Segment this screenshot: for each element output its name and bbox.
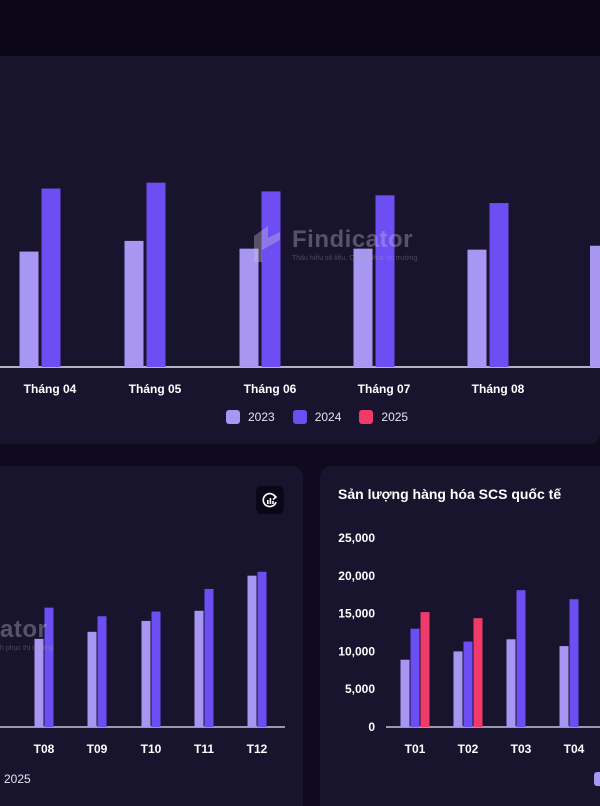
bar-partial-next-month xyxy=(590,245,600,367)
y-tick-label: 15,000 xyxy=(338,607,375,621)
x-tick-label: Tháng 04 xyxy=(24,382,77,396)
findicator-logo-icon xyxy=(254,226,280,262)
x-tick-label: T11 xyxy=(194,742,214,756)
bar-t09-2024 xyxy=(97,616,107,727)
bar-t02-2024 xyxy=(463,641,473,727)
bar-t02-2025 xyxy=(473,618,483,727)
legend-item-2023[interactable]: 2023 xyxy=(226,410,275,424)
legend-label-2024: 2024 xyxy=(314,410,342,424)
y-tick-label: 0 xyxy=(368,720,375,734)
bar-t01-2023 xyxy=(400,659,410,727)
bar-t11-2023 xyxy=(194,610,204,727)
x-tick-label: T12 xyxy=(247,742,268,756)
legend-swatch-2025 xyxy=(359,410,374,424)
legend-item-2025[interactable]: 2025 xyxy=(359,410,408,424)
bar-tháng-04-2024 xyxy=(41,188,61,367)
top-bar xyxy=(0,0,600,56)
x-tick-label: Tháng 05 xyxy=(129,382,182,396)
watermark-partial-tagline: h phục thị trường xyxy=(0,645,54,652)
right-chart-panel: Sản lượng hàng hóa SCS quốc tế 0 5,000 10,… xyxy=(320,466,600,806)
bar-t08-2023 xyxy=(34,638,44,727)
x-tick-label: Tháng 07 xyxy=(358,382,411,396)
bar-t11-2024 xyxy=(204,588,214,727)
bar-t08-2024 xyxy=(44,607,54,727)
legend-swatch-partial xyxy=(594,772,600,786)
bar-t12-2023 xyxy=(247,575,257,727)
watermark-tagline: Thấu hiểu số liệu, Chinh phục thị trường xyxy=(292,255,418,262)
y-tick-label: 5,000 xyxy=(345,682,375,696)
legend-label-2023: 2023 xyxy=(248,410,275,424)
legend-label-2025-partial: 2025 xyxy=(4,772,31,786)
bar-t03-2023 xyxy=(506,639,516,727)
left-chart-svg: T08 T09 T10 T11 T12 xyxy=(0,571,285,756)
x-tick-label: Tháng 06 xyxy=(244,382,297,396)
bar-tháng-06-2024 xyxy=(261,191,281,367)
bar-t04-2024 xyxy=(569,599,579,727)
x-tick-label: Tháng 08 xyxy=(472,382,525,396)
watermark: Findicator Thấu hiểu số liệu, Chinh phục… xyxy=(248,224,417,264)
right-chart-svg: 0 5,000 10,000 15,000 20,000 25,000 T01 T02 T03 T… xyxy=(338,531,600,756)
bar-t02-2023 xyxy=(453,651,463,727)
bar-t09-2023 xyxy=(87,631,97,727)
watermark-partial: ator h phục thị trường xyxy=(0,616,54,652)
monthly-chart-panel: Tháng 04 Tháng 05 Tháng 06 Tháng 07 Tháng 08… xyxy=(0,56,600,444)
bar-t01-2024 xyxy=(410,628,420,727)
left-chart-legend: 2025 xyxy=(4,772,31,786)
bar-t03-2024 xyxy=(516,590,526,727)
bar-t01-2025 xyxy=(420,612,430,727)
x-tick-label: T08 xyxy=(34,742,55,756)
bar-t04-2023 xyxy=(559,646,569,727)
y-tick-label: 20,000 xyxy=(338,569,375,583)
bar-tháng-07-2024 xyxy=(375,195,395,367)
monthly-chart-legend: 2023 2024 2025 xyxy=(226,410,408,424)
monthly-chart-svg: Tháng 04 Tháng 05 Tháng 06 Tháng 07 Tháng 08 xyxy=(0,182,600,396)
x-tick-label: T09 xyxy=(87,742,108,756)
left-chart-panel: T08 T09 T10 T11 T12 ator h phục thị trường 2… xyxy=(0,466,303,806)
bar-tháng-08-2023 xyxy=(467,249,487,367)
bar-tháng-05-2024 xyxy=(146,182,166,367)
refresh-chart-button[interactable] xyxy=(256,486,284,514)
y-tick-label: 25,000 xyxy=(338,531,375,545)
y-tick-label: 10,000 xyxy=(338,644,375,658)
x-tick-label: T10 xyxy=(141,742,162,756)
refresh-chart-icon xyxy=(262,492,278,508)
bar-t12-2024 xyxy=(257,571,267,727)
x-tick-label: T02 xyxy=(458,742,479,756)
bar-t10-2023 xyxy=(141,620,151,727)
legend-swatch-2023 xyxy=(226,410,240,424)
bar-tháng-08-2024 xyxy=(489,203,509,367)
right-chart-title: Sản lượng hàng hóa SCS quốc tế xyxy=(338,486,562,502)
bar-tháng-07-2023 xyxy=(353,248,373,367)
watermark-brand: Findicator xyxy=(292,226,414,253)
x-tick-label: T03 xyxy=(511,742,532,756)
bar-t10-2024 xyxy=(151,611,161,727)
x-tick-label: T04 xyxy=(564,742,585,756)
legend-item-2024[interactable]: 2024 xyxy=(292,410,342,424)
watermark-partial-brand: ator xyxy=(0,616,48,643)
bar-tháng-04-2023 xyxy=(19,251,39,367)
legend-swatch-2024 xyxy=(292,410,307,424)
legend-label-2025: 2025 xyxy=(381,410,409,424)
x-tick-label: T01 xyxy=(405,742,426,756)
bar-tháng-06-2023 xyxy=(239,248,259,367)
bar-tháng-05-2023 xyxy=(124,240,144,367)
